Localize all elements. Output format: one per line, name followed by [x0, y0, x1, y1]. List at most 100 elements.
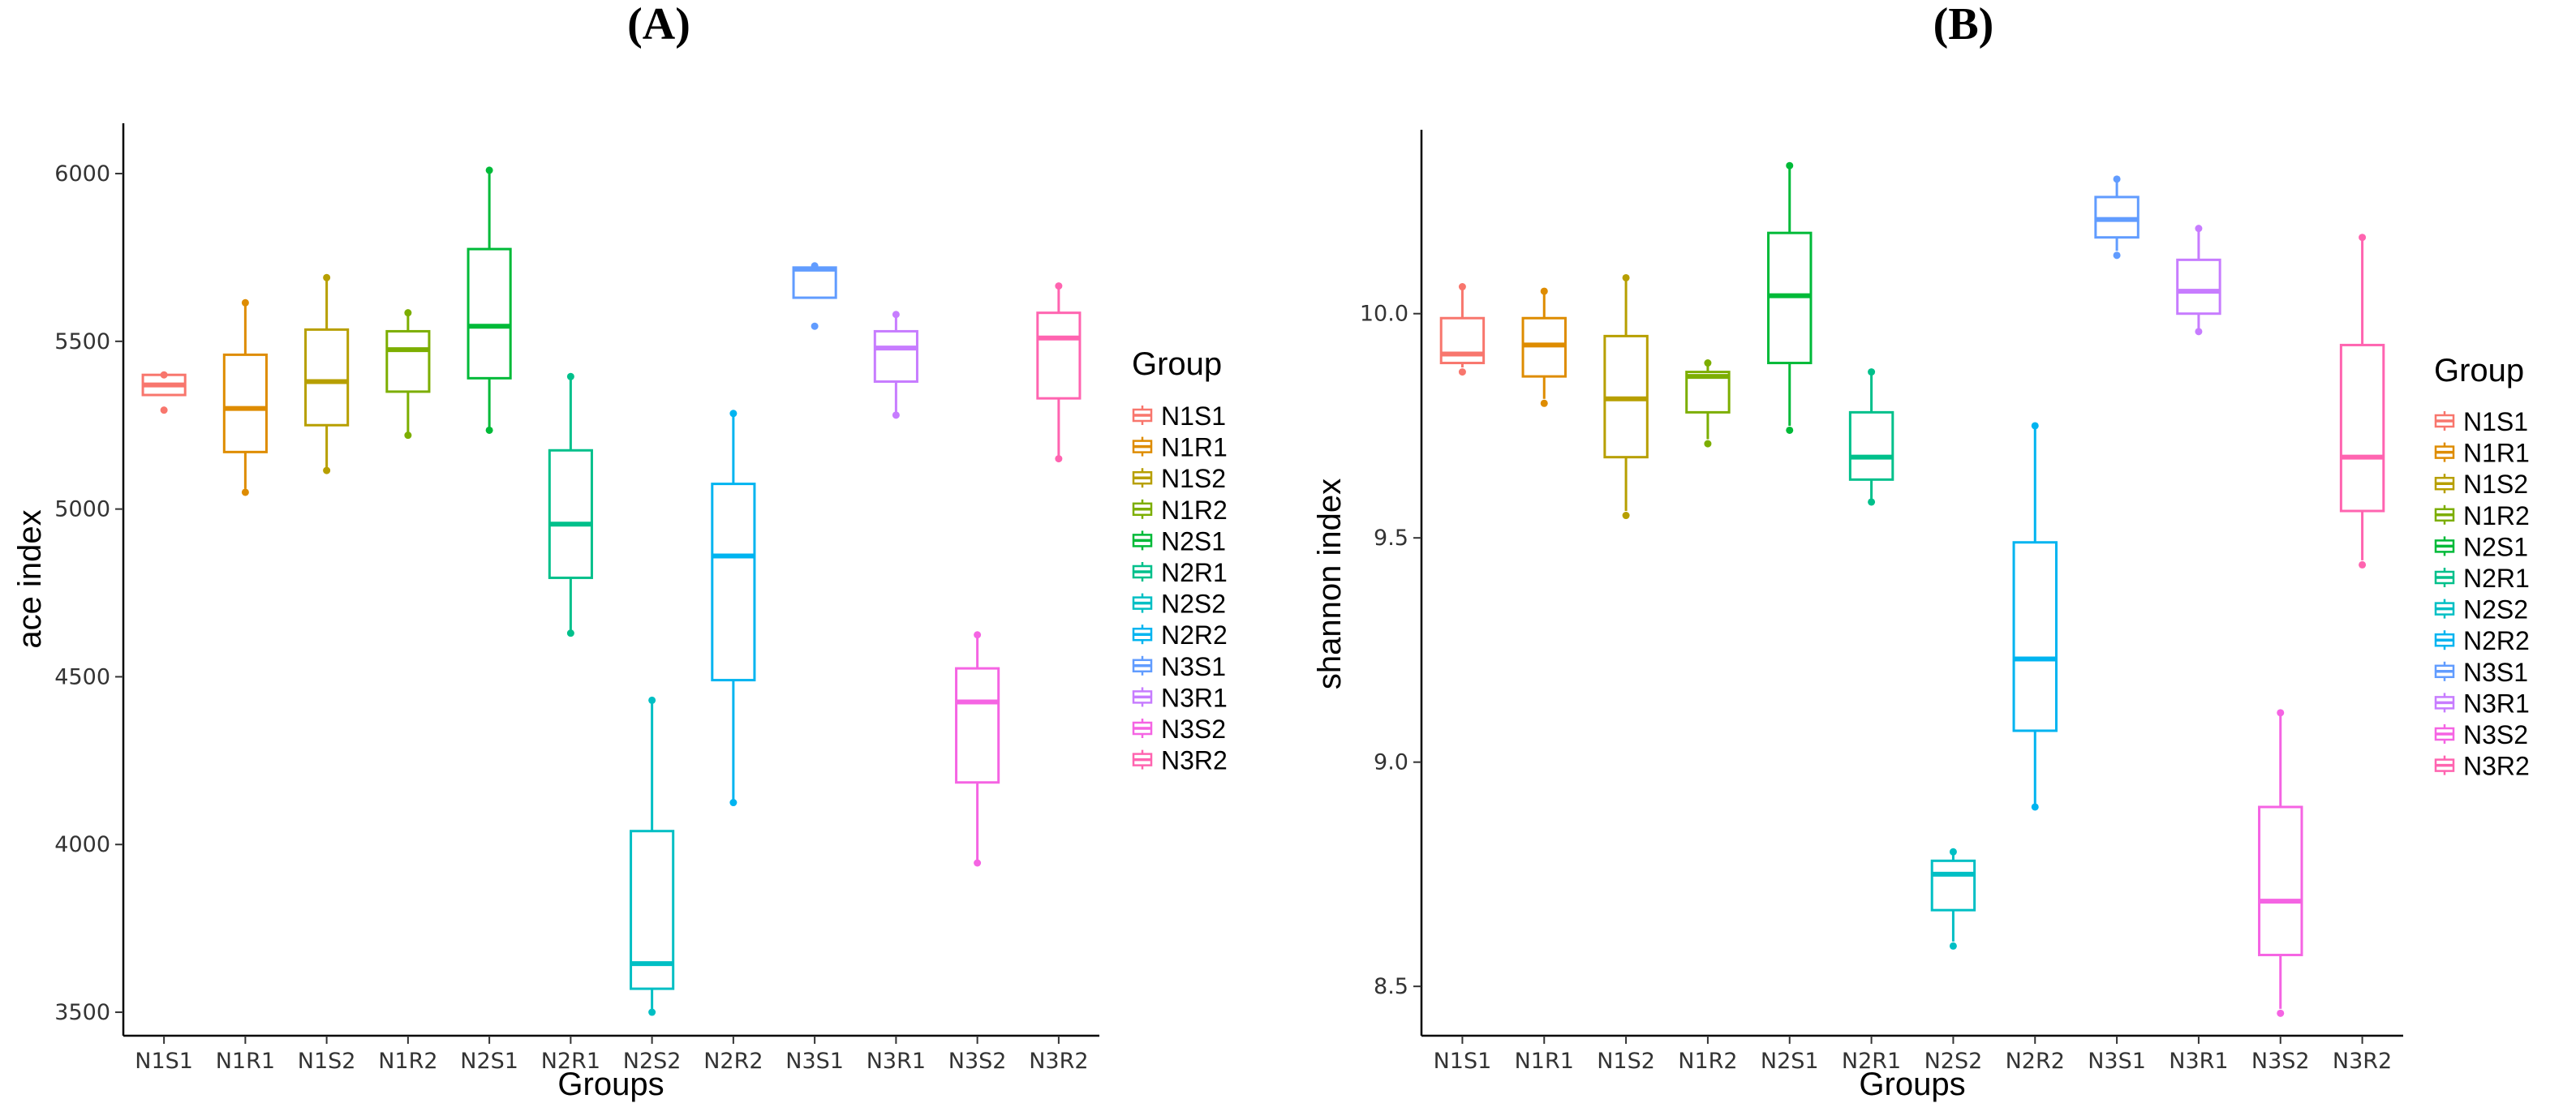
legend-label: N1S1: [2463, 407, 2528, 436]
legend-item-n3r2: N3R2: [1132, 746, 1228, 775]
data-point: [2031, 422, 2039, 430]
legend-item-n1r2: N1R2: [1132, 496, 1228, 525]
data-point: [648, 1008, 656, 1016]
x-tick-label: N1S1: [1434, 1049, 1492, 1074]
data-point: [1704, 359, 1712, 367]
box-body: [630, 830, 675, 990]
data-point: [974, 859, 982, 867]
box-n2s1: [467, 166, 512, 434]
box-n2s2: [1930, 848, 1976, 950]
legend-item-n2r2: N2R2: [1132, 620, 1228, 650]
legend-item-n2r1: N2R1: [1132, 558, 1228, 587]
data-point: [1458, 368, 1466, 376]
panel-a-y-ticks: 3500 4000 4500 5000 5500 6000: [54, 161, 123, 1025]
box-body: [1036, 311, 1082, 400]
panel-a-y-axis-title: ace index: [12, 509, 48, 648]
x-tick-label: N2R1: [1842, 1049, 1901, 1074]
legend-label: N1R1: [1161, 433, 1228, 462]
box-n1s1: [1439, 283, 1486, 376]
panel-a-label: (A): [627, 0, 690, 49]
legend-item-n2s2: N2S2: [2434, 595, 2528, 625]
box-body: [2258, 805, 2303, 956]
panel-b-y-axis-title: shannon index: [1312, 479, 1348, 689]
legend-item-n1s2: N1S2: [1132, 464, 1226, 493]
box-n2s1: [1767, 161, 1813, 434]
box-n1s2: [304, 273, 350, 474]
legend-item-n1r1: N1R1: [2434, 439, 2530, 468]
legend-item-n2s1: N2S1: [1132, 526, 1226, 556]
legend-label: N2R1: [1161, 558, 1228, 587]
panel-b-label: (B): [1933, 0, 1994, 49]
legend-item-n3s2: N3S2: [2434, 720, 2528, 749]
data-point: [811, 262, 819, 270]
legend-item-n1s1: N1S1: [2434, 407, 2528, 436]
data-point: [1540, 287, 1548, 295]
x-tick-label: N2R1: [541, 1049, 600, 1074]
x-tick-label: N2R2: [2006, 1049, 2065, 1074]
data-point: [566, 629, 574, 637]
legend-label: N1R1: [2463, 439, 2530, 468]
legend-item-n3s1: N3S1: [2434, 658, 2528, 687]
legend-label: N3S1: [2463, 658, 2528, 687]
panel-b-boxes: [1439, 161, 2385, 1017]
legend-item-n2r1: N2R1: [2434, 564, 2530, 593]
box-n3r1: [873, 311, 918, 419]
legend-item-n3r1: N3R1: [1132, 683, 1228, 712]
box-body: [1685, 371, 1731, 414]
y-tick-label: 9.0: [1374, 750, 1408, 775]
box-n1r2: [385, 309, 431, 440]
y-tick-label: 5000: [54, 497, 110, 522]
box-n1s2: [1603, 273, 1649, 520]
box-body: [1930, 859, 1976, 912]
x-tick-label: N3R1: [867, 1049, 926, 1074]
box-n3s1: [2094, 175, 2139, 260]
legend-label: N2R1: [2463, 564, 2530, 593]
y-tick-label: 4500: [54, 664, 110, 689]
data-point: [404, 431, 412, 440]
box-body: [2176, 258, 2221, 315]
legend-label: N1S1: [1161, 401, 1226, 431]
data-point: [2113, 251, 2121, 260]
x-tick-label: N3R2: [1029, 1049, 1088, 1074]
legend-label: N1R2: [2463, 501, 2530, 530]
data-point: [1868, 368, 1876, 376]
data-point: [485, 426, 493, 434]
panel-b: (B) 8.59.09.510.0 N1S1 N1R1 N1S2 N1R2 N2S1 N2…: [1312, 0, 2530, 1102]
data-point: [1704, 440, 1712, 448]
data-point: [1622, 273, 1630, 281]
data-point: [2113, 175, 2121, 183]
x-tick-label: N1S2: [298, 1049, 356, 1074]
legend-item-n3s2: N3S2: [1132, 715, 1226, 744]
data-point: [160, 371, 168, 379]
x-tick-label: N1S1: [135, 1049, 193, 1074]
x-tick-label: N3S2: [948, 1049, 1007, 1074]
y-tick-label: 4000: [54, 832, 110, 857]
legend-item-n2s2: N2S2: [1132, 590, 1226, 619]
panel-a-x-axis-title: Groups: [557, 1067, 664, 1102]
legend-label: N2S1: [2463, 532, 2528, 561]
data-point: [2277, 1009, 2285, 1017]
legend-label: N1S2: [2463, 470, 2528, 499]
box-body: [1439, 316, 1486, 365]
x-tick-label: N2R2: [703, 1049, 763, 1074]
box-body: [385, 329, 431, 393]
panel-a-legend-title: Group: [1132, 346, 1222, 382]
legend-item-n1s1: N1S1: [1132, 401, 1226, 431]
panel-b-y-ticks: 8.5 9.0 9.5 10.0: [1360, 302, 1421, 999]
data-point: [974, 631, 982, 639]
legend-item-n1r1: N1R1: [1132, 433, 1228, 462]
box-body: [222, 353, 268, 453]
box-body: [955, 667, 1000, 784]
y-tick-label: 8.5: [1374, 974, 1408, 999]
box-body: [467, 247, 512, 380]
data-point: [1458, 283, 1466, 291]
panel-b-legend-title: Group: [2434, 353, 2524, 388]
data-point: [241, 298, 249, 307]
legend-label: N3R2: [1161, 746, 1228, 775]
data-point: [404, 309, 412, 317]
y-tick-label: 6000: [54, 161, 110, 187]
legend-label: N2R2: [2463, 626, 2530, 655]
